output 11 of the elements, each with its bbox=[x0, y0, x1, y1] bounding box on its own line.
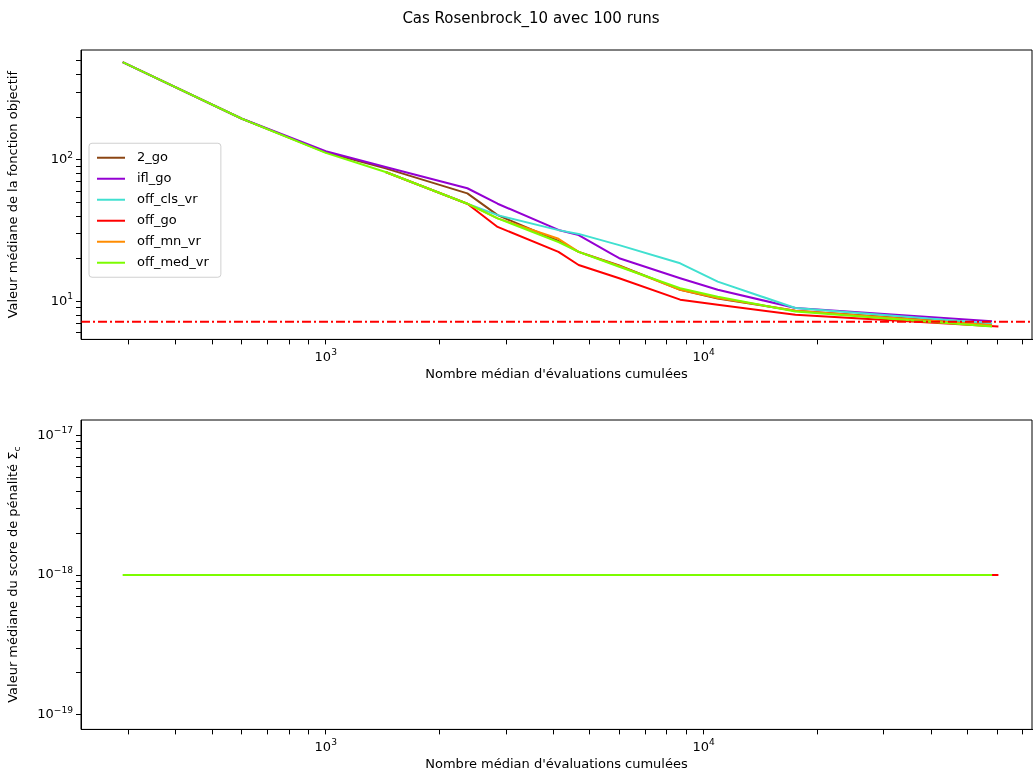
legend-label: off_med_vr bbox=[137, 254, 210, 270]
x-axis-title: Nombre médian d'évaluations cumulées bbox=[425, 365, 688, 381]
x-axis-title: Nombre médian d'évaluations cumulées bbox=[425, 755, 688, 771]
chart-title: Cas Rosenbrock_10 avec 100 runs bbox=[402, 8, 660, 28]
legend-label: off_mn_vr bbox=[137, 233, 202, 249]
y-axis-title: Valeur médiane du score de pénalité Σc bbox=[5, 446, 23, 703]
y-axis-title: Valeur médiane de la fonction objectif bbox=[5, 70, 21, 319]
legend-label: ifl_go bbox=[137, 170, 172, 186]
legend-label: off_go bbox=[137, 212, 177, 228]
legend-label: off_cls_vr bbox=[137, 191, 199, 207]
legend-label: 2_go bbox=[137, 149, 169, 165]
